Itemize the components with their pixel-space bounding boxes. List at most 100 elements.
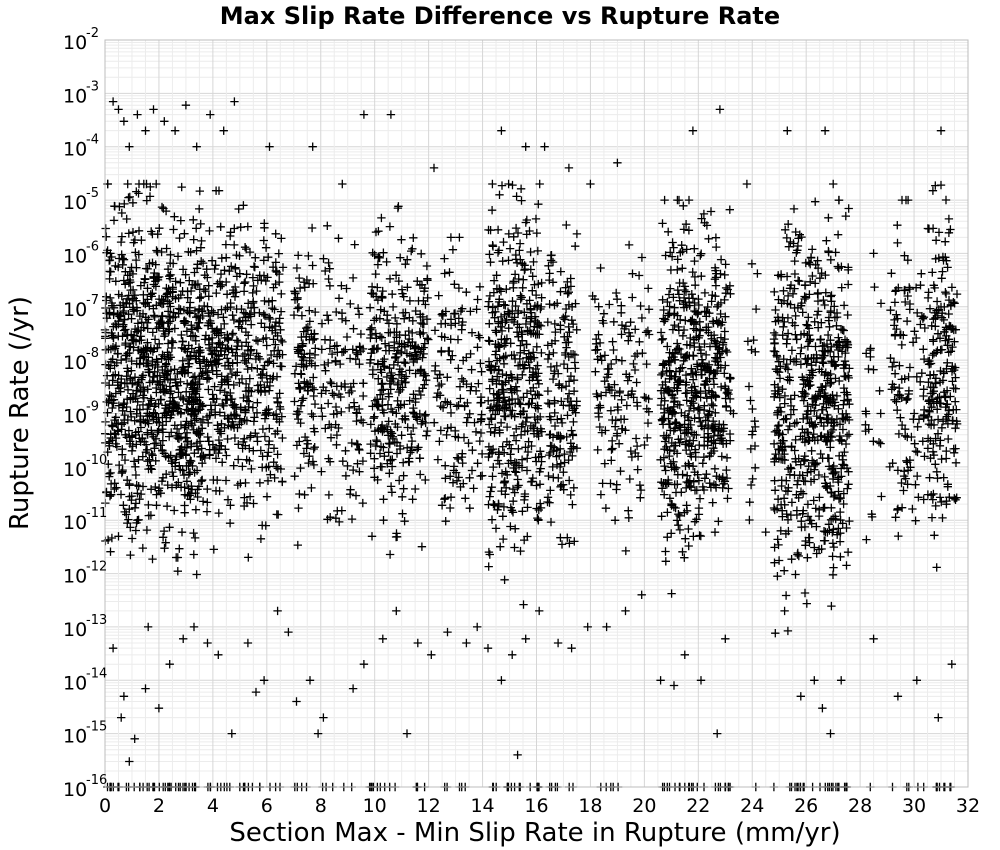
data-point xyxy=(277,412,286,421)
data-point xyxy=(293,304,302,313)
data-point xyxy=(255,478,265,487)
data-point xyxy=(270,473,279,483)
data-point xyxy=(204,292,213,301)
data-point xyxy=(154,294,164,304)
data-point xyxy=(151,434,161,443)
y-tick-label: 10 xyxy=(63,566,87,588)
data-point xyxy=(141,264,151,273)
data-point xyxy=(163,297,173,306)
data-point xyxy=(714,517,723,526)
data-point xyxy=(215,386,225,395)
data-point xyxy=(466,349,475,359)
data-point xyxy=(446,335,455,344)
data-point xyxy=(127,534,137,543)
data-point xyxy=(324,258,333,268)
data-point xyxy=(256,446,265,455)
data-point xyxy=(165,523,174,532)
data-point xyxy=(260,432,270,441)
data-point xyxy=(180,317,189,327)
data-point xyxy=(133,378,143,387)
data-point xyxy=(165,402,174,412)
data-point xyxy=(334,234,343,243)
data-point xyxy=(112,483,121,492)
data-point xyxy=(796,692,805,701)
data-point xyxy=(511,223,521,233)
data-point xyxy=(128,442,137,451)
data-point xyxy=(110,202,119,211)
data-point xyxy=(245,492,255,501)
data-point xyxy=(176,483,186,492)
data-point xyxy=(260,383,269,392)
data-point xyxy=(528,272,537,281)
data-point xyxy=(837,676,846,685)
data-point xyxy=(189,528,198,538)
data-point xyxy=(147,292,156,301)
data-point xyxy=(131,391,141,401)
data-point xyxy=(842,561,851,570)
data-point xyxy=(869,365,878,374)
data-point xyxy=(266,314,275,324)
data-point xyxy=(192,323,201,332)
data-point xyxy=(608,337,617,346)
data-point xyxy=(138,400,148,410)
data-point xyxy=(712,242,721,252)
data-point xyxy=(666,265,676,275)
data-point xyxy=(211,486,221,495)
data-point xyxy=(138,452,147,461)
data-point xyxy=(665,451,674,461)
y-tick-exponent: -12 xyxy=(86,560,107,575)
data-point xyxy=(218,399,227,409)
data-point xyxy=(107,421,116,430)
data-point xyxy=(366,325,375,334)
data-point xyxy=(811,279,820,288)
data-point xyxy=(781,591,791,600)
data-point xyxy=(670,419,680,428)
data-point xyxy=(681,316,690,325)
x-tick-label: 8 xyxy=(315,795,327,817)
data-point xyxy=(169,225,178,234)
data-point xyxy=(919,495,928,504)
data-point xyxy=(148,451,157,460)
data-point xyxy=(116,301,125,310)
data-point xyxy=(141,126,150,135)
x-tick-label: 32 xyxy=(956,795,980,817)
data-point xyxy=(192,438,202,448)
data-point xyxy=(722,453,732,462)
data-point xyxy=(307,483,316,493)
data-point xyxy=(528,286,537,295)
data-point xyxy=(200,453,209,463)
data-point xyxy=(497,676,506,685)
data-point xyxy=(337,314,347,324)
data-point xyxy=(308,261,317,270)
data-point xyxy=(160,544,169,553)
data-point xyxy=(229,461,238,470)
data-point xyxy=(129,238,138,247)
data-point xyxy=(388,302,398,312)
data-point xyxy=(143,430,152,439)
data-point xyxy=(465,504,474,513)
data-point xyxy=(128,198,138,207)
data-point xyxy=(216,429,226,438)
data-point xyxy=(217,419,226,428)
data-point xyxy=(202,507,212,516)
data-point xyxy=(201,287,210,296)
data-point xyxy=(178,356,187,365)
data-point xyxy=(695,494,705,503)
data-point xyxy=(693,405,703,415)
data-point xyxy=(188,461,197,471)
data-point xyxy=(218,340,227,350)
data-point xyxy=(214,448,223,458)
x-tick-label: 2 xyxy=(153,795,165,817)
data-point xyxy=(152,324,161,333)
data-point xyxy=(505,244,515,253)
data-point xyxy=(205,311,215,321)
data-point xyxy=(131,430,140,440)
data-point xyxy=(212,288,221,298)
data-point xyxy=(101,224,110,233)
data-point xyxy=(160,117,169,126)
data-point xyxy=(132,187,141,196)
data-point xyxy=(265,386,274,395)
data-point xyxy=(124,229,133,238)
data-point xyxy=(351,491,361,500)
data-point xyxy=(116,490,126,499)
